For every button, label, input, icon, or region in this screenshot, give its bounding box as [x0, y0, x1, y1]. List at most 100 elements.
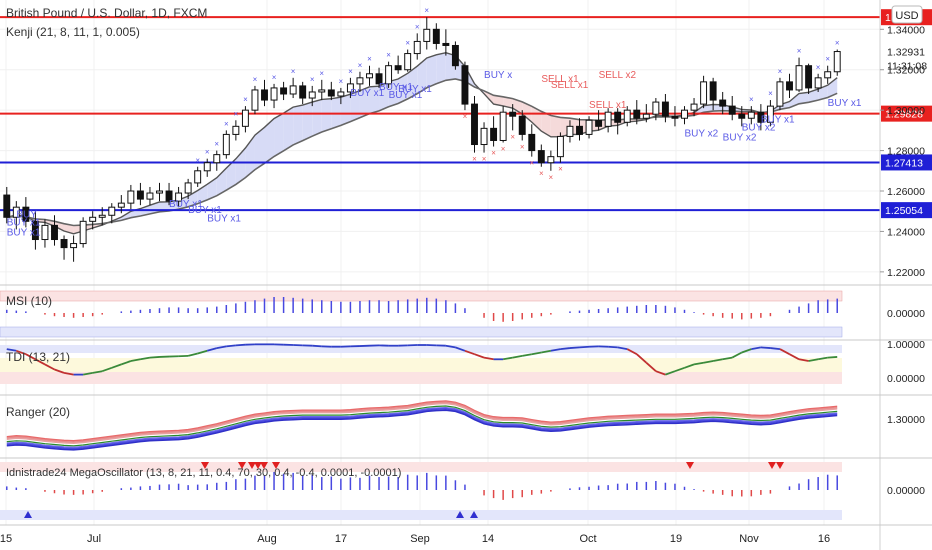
candle-body: [547, 156, 555, 164]
indicator-label-msi[interactable]: MSI (10): [6, 294, 52, 308]
tdi-line-segment: [82, 372, 93, 376]
candle-body: [757, 111, 765, 123]
candle-body: [375, 73, 383, 85]
candle-body: [642, 113, 650, 119]
buy-marker: ×: [234, 109, 239, 118]
candle-body: [833, 51, 841, 73]
ma-band-segment: [340, 94, 351, 126]
tdi-line-segment: [751, 346, 762, 350]
buy-marker: ×: [405, 39, 410, 48]
tdi-line-segment: [779, 348, 790, 355]
candle-body: [251, 89, 259, 111]
level-price-tag: [881, 202, 932, 219]
candle-body: [776, 81, 784, 107]
ma-band-segment: [293, 105, 303, 145]
tdi-line-segment: [197, 349, 208, 355]
candle-body: [89, 216, 97, 222]
tdi-line-segment: [44, 363, 55, 371]
tdi-line-segment: [817, 356, 828, 361]
tdi-line-segment: [531, 351, 542, 356]
candle-body: [327, 89, 335, 97]
buy-marker: ×: [319, 69, 324, 78]
ma-band-segment: [426, 54, 437, 88]
tdi-line-segment: [483, 356, 494, 361]
ma-band-segment: [436, 52, 446, 84]
candle-body: [786, 81, 793, 91]
symbol-title[interactable]: British Pound / U.S. Dollar, 1D, FXCM: [6, 6, 207, 20]
tdi-line-segment: [674, 366, 685, 373]
candle-body: [241, 109, 249, 127]
indicator-label-tdi[interactable]: TDI (13, 21): [6, 350, 70, 364]
ma-band-segment: [388, 78, 399, 107]
buy-signal-label: BUY x1: [188, 205, 222, 216]
sell-marker: ×: [491, 149, 496, 158]
candle-body: [41, 224, 49, 241]
ma-band-segment: [703, 104, 714, 113]
tdi-line-segment: [760, 346, 771, 349]
buy-marker: ×: [768, 89, 773, 98]
msi-upper-zone: [0, 290, 843, 302]
candle-body: [480, 127, 488, 146]
candle-body: [289, 85, 297, 95]
candle-body: [633, 109, 641, 119]
candle-body: [385, 65, 393, 85]
indicator-label-ranger[interactable]: Ranger (20): [6, 405, 70, 419]
ranger-line: [6, 409, 838, 451]
tdi-line-segment: [684, 363, 695, 369]
buy-marker: ×: [778, 67, 783, 76]
sell-marker: ×: [539, 169, 544, 178]
current-price-label: 1.32931: [887, 47, 925, 59]
candle-body: [318, 89, 326, 93]
sell-marker: ×: [501, 145, 506, 154]
ma-band-segment: [264, 118, 275, 164]
tdi-lower-zone: [0, 372, 842, 384]
sell-marker: ×: [549, 173, 554, 182]
buy-signal-label: BUY x1: [828, 98, 862, 109]
tdi-line-segment: [455, 346, 466, 352]
candle-body: [270, 87, 278, 101]
candle-body: [98, 214, 106, 218]
ma-band-segment: [799, 92, 809, 104]
tdi-line-segment: [235, 343, 246, 347]
candle-body: [79, 220, 87, 245]
mega-upper-zone: [0, 462, 842, 472]
currency-button[interactable]: [891, 5, 923, 24]
candle-body: [728, 105, 736, 115]
tdi-line-segment: [703, 360, 714, 364]
candle-body: [537, 150, 545, 164]
buy-marker: ×: [749, 95, 754, 104]
candle-body: [747, 111, 755, 119]
tdi-line-segment: [645, 362, 657, 372]
ma-band-segment: [493, 95, 504, 106]
buy-marker: ×: [272, 73, 277, 82]
sell-arrow-icon: [254, 462, 262, 469]
megaoscillator-pane: 0.00000: [0, 462, 925, 520]
buy-marker: ×: [253, 75, 258, 84]
candle-body: [156, 190, 163, 194]
tdi-line-segment: [464, 349, 475, 356]
buy-marker: ×: [386, 51, 391, 60]
tdi-mid-zone: [0, 358, 842, 372]
ma-band-segment: [359, 86, 370, 118]
tdi-axis-label-high: 1.00000: [887, 339, 925, 351]
tdi-line-segment: [741, 348, 752, 354]
sell-arrow-icon: [686, 462, 694, 469]
candle-body: [614, 111, 622, 123]
price-axis[interactable]: 1.34000 1.32000 1.30000 1.28000 1.26000 1.240…: [880, 24, 927, 279]
buy-arrow-icon: [24, 511, 32, 518]
buy-marker: ×: [205, 148, 210, 157]
tdi-line-segment: [149, 356, 160, 359]
candle-body: [556, 135, 564, 158]
time-axis-label: Aug: [257, 533, 277, 545]
buy-signal-label: BUY x1: [207, 213, 241, 224]
candle-body: [51, 224, 58, 241]
candle-body: [432, 28, 440, 44]
ma-band-segment: [808, 89, 819, 103]
time-axis-label: 14: [482, 533, 494, 545]
time-axis[interactable]: 15 Jul Aug 17 Sep 14 Oct 19 Nov 16: [0, 533, 830, 545]
buy-arrow-icon: [456, 511, 464, 518]
indicator-label-megaoscillator[interactable]: Idnistrade24 MegaOscillator (13, 8, 21, …: [6, 467, 401, 479]
indicator-label-kenji[interactable]: Kenji (21, 8, 11, 1, 0.005): [6, 25, 140, 39]
ma-band-segment: [522, 101, 532, 123]
